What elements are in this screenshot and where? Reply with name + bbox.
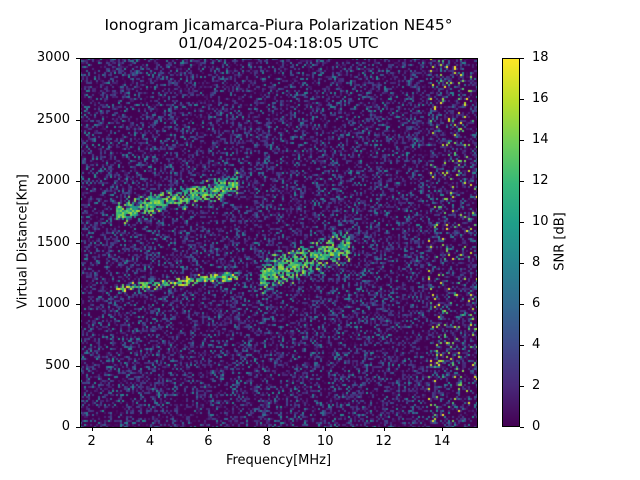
y-tick-mark (76, 181, 80, 182)
y-tick-label: 2000 (36, 173, 70, 188)
x-tick-label: 8 (262, 434, 271, 449)
colorbar-tick-label: 14 (532, 132, 549, 147)
colorbar-tick-label: 0 (532, 419, 541, 434)
colorbar-tick-mark (520, 263, 524, 264)
x-tick-label: 10 (316, 434, 334, 449)
colorbar-tick-label: 8 (532, 255, 541, 270)
colorbar-tick-mark (520, 99, 524, 100)
x-tick-mark (150, 427, 152, 431)
y-tick-mark (76, 58, 80, 59)
y-tick-label: 500 (45, 357, 70, 373)
x-tick-mark (208, 427, 210, 431)
colorbar-tick-label: 2 (532, 378, 541, 393)
y-tick-label: 3000 (36, 50, 70, 65)
y-tick-label: 2500 (36, 111, 70, 127)
y-tick-label: 0 (61, 419, 70, 434)
x-tick-label: 12 (375, 434, 392, 449)
colorbar-tick-mark (520, 345, 524, 346)
y-tick-label: 1500 (36, 234, 70, 250)
x-axis-label: Frequency[MHz] (225, 453, 332, 468)
x-tick-label: 14 (433, 434, 451, 449)
x-tick-mark (441, 427, 443, 431)
y-tick-mark (76, 427, 80, 428)
chart-title-line2: 01/04/2025-04:18:05 UTC (178, 34, 379, 52)
y-tick-mark (76, 365, 80, 367)
x-tick-mark (266, 427, 268, 431)
colorbar-tick-mark (520, 427, 524, 428)
colorbar-tick-label: 16 (532, 91, 549, 106)
y-tick-label: 1000 (36, 296, 70, 311)
ionogram-heatmap (80, 58, 477, 427)
y-axis-label: Virtual Distance[Km] (15, 174, 31, 309)
colorbar-tick-mark (520, 304, 524, 305)
colorbar-tick-mark (520, 386, 524, 387)
x-tick-mark (91, 427, 93, 431)
colorbar-tick-label: 6 (532, 296, 541, 311)
x-tick-label: 4 (145, 434, 155, 449)
colorbar-tick-label: 18 (532, 50, 549, 65)
x-tick-label: 2 (87, 434, 96, 449)
colorbar-tick-mark (520, 181, 524, 182)
colorbar-tick-mark (520, 140, 524, 141)
colorbar-tick-mark (520, 58, 524, 59)
x-tick-mark (325, 427, 327, 431)
y-tick-mark (76, 304, 80, 305)
x-tick-mark (383, 427, 385, 431)
y-tick-mark (76, 119, 80, 121)
colorbar (502, 58, 520, 427)
colorbar-label: SNR [dB] (552, 212, 568, 271)
colorbar-tick-label: 12 (532, 173, 549, 188)
colorbar-tick-label: 10 (532, 214, 549, 229)
chart-title-line1: Ionogram Jicamarca-Piura Polarization NE… (104, 16, 453, 34)
colorbar-tick-label: 4 (532, 337, 541, 352)
x-tick-label: 6 (204, 434, 213, 449)
y-tick-mark (76, 242, 80, 244)
colorbar-tick-mark (520, 222, 524, 223)
